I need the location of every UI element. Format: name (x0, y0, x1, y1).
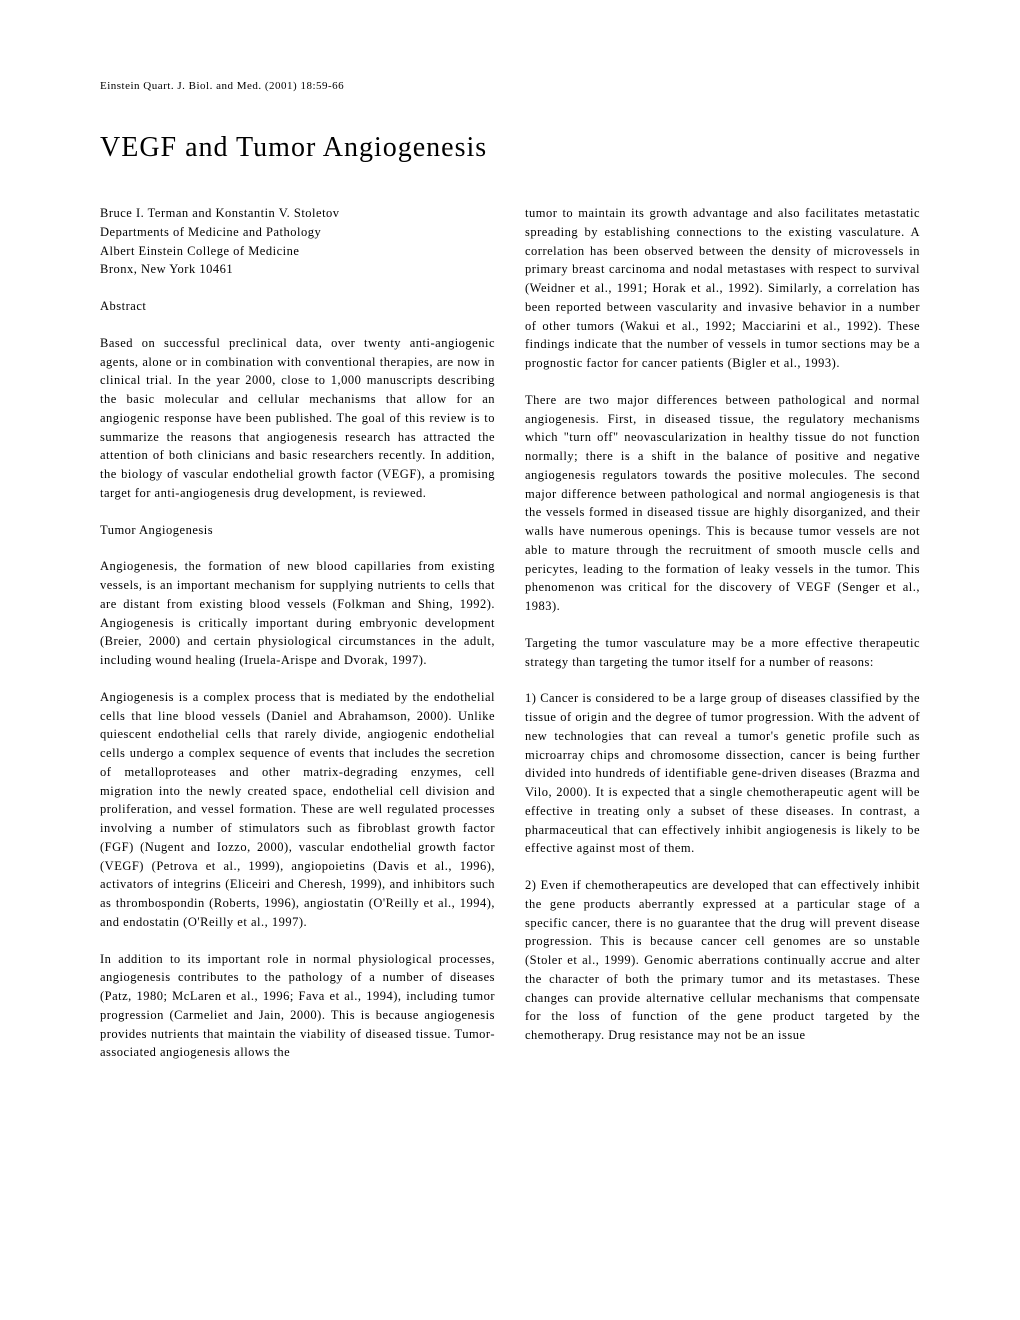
article-title: VEGF and Tumor Angiogenesis (100, 132, 920, 164)
right-para-4: 1) Cancer is considered to be a large gr… (525, 689, 920, 858)
abstract-heading: Abstract (100, 297, 495, 316)
right-column: tumor to maintain its growth advantage a… (525, 204, 920, 1062)
author-inst: Albert Einstein College of Medicine (100, 242, 495, 261)
right-para-5: 2) Even if chemotherapeutics are develop… (525, 876, 920, 1045)
left-column: Bruce I. Terman and Konstantin V. Stolet… (100, 204, 495, 1062)
author-names: Bruce I. Terman and Konstantin V. Stolet… (100, 204, 495, 223)
journal-header: Einstein Quart. J. Biol. and Med. (2001)… (100, 80, 920, 92)
abstract-body: Based on successful preclinical data, ov… (100, 334, 495, 503)
author-dept: Departments of Medicine and Pathology (100, 223, 495, 242)
author-loc: Bronx, New York 10461 (100, 260, 495, 279)
right-para-2: There are two major differences between … (525, 391, 920, 616)
left-para-2: Angiogenesis is a complex process that i… (100, 688, 495, 932)
section-heading-tumor: Tumor Angiogenesis (100, 521, 495, 540)
right-para-3: Targeting the tumor vasculature may be a… (525, 634, 920, 672)
right-para-1: tumor to maintain its growth advantage a… (525, 204, 920, 373)
author-block: Bruce I. Terman and Konstantin V. Stolet… (100, 204, 495, 279)
content-columns: Bruce I. Terman and Konstantin V. Stolet… (100, 204, 920, 1062)
left-para-1: Angiogenesis, the formation of new blood… (100, 557, 495, 670)
left-para-3: In addition to its important role in nor… (100, 950, 495, 1063)
